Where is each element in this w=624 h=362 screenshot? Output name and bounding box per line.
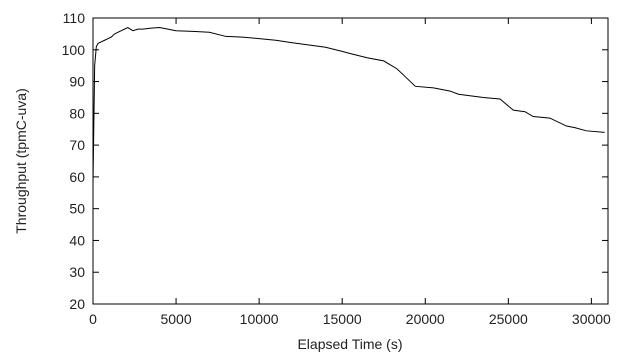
y-tick-label: 60 [69,169,85,185]
x-axis-label: Elapsed Time (s) [297,336,402,352]
x-tick-label: 10000 [240,311,279,327]
y-tick-label: 90 [69,74,85,90]
y-tick-label: 100 [62,42,86,58]
plot-frame [92,17,609,305]
y-tick-label: 30 [69,264,85,280]
x-tick-label: 25000 [489,311,528,327]
x-tick-label: 15000 [323,311,362,327]
y-tick-label: 20 [69,296,85,312]
x-tick-label: 30000 [572,311,611,327]
y-tick-label: 40 [69,232,85,248]
y-tick-label: 70 [69,137,85,153]
x-tick-label: 5000 [160,311,191,327]
y-tick-label: 80 [69,105,85,121]
x-tick-label: 0 [89,311,97,327]
y-axis-label: Throughput (tpmC-uva) [13,88,29,234]
x-tick-label: 20000 [406,311,445,327]
y-tick-label: 50 [69,201,85,217]
y-tick-label: 110 [63,10,86,26]
data-line [92,26,605,184]
